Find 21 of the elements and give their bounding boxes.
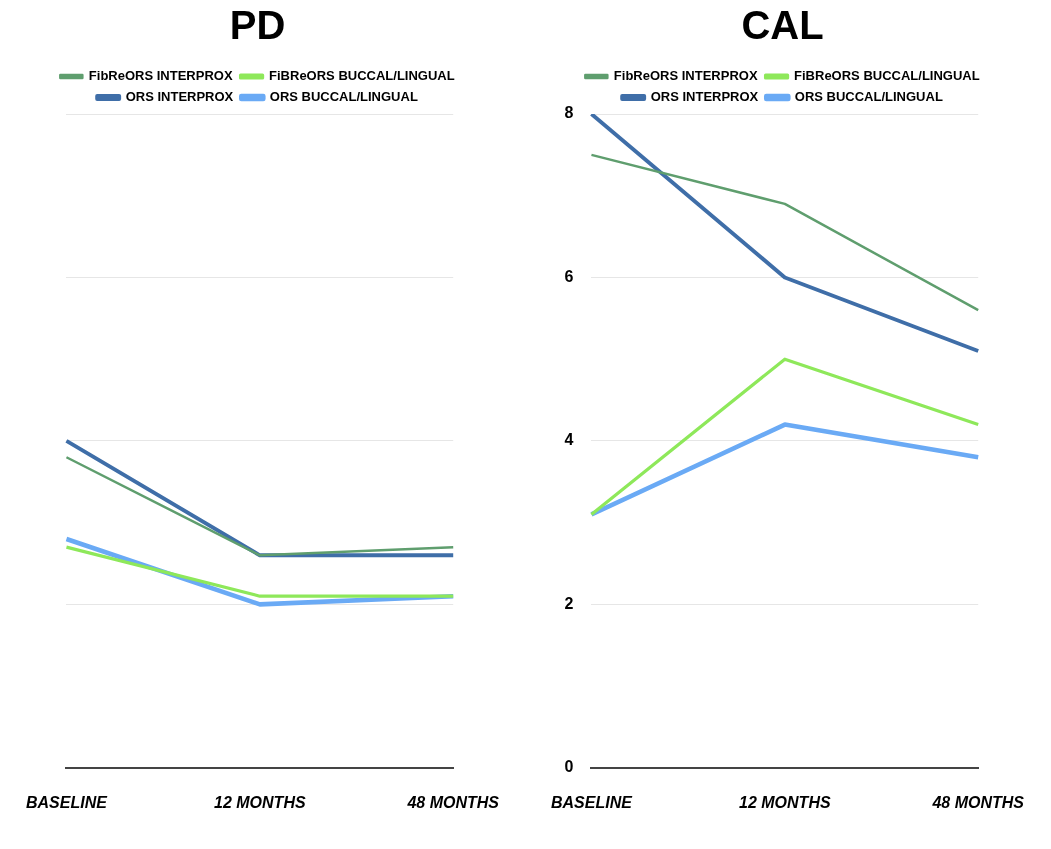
legend-label: FiBReORS BUCCAL/LINGUAL <box>794 68 980 84</box>
x-tick-label: 48 MONTHS <box>406 793 500 811</box>
legend-label: FibReORS INTERPROX <box>88 68 233 84</box>
x-tick-label: BASELINE <box>551 793 634 811</box>
x-tick-label: 48 MONTHS <box>931 793 1025 811</box>
legend-label: FiBReORS BUCCAL/LINGUAL <box>269 68 455 84</box>
legend-label: FibReORS INTERPROX <box>613 68 758 84</box>
y-tick-label: 4 <box>564 431 574 449</box>
y-tick-label: 0 <box>564 758 574 776</box>
x-tick-label: 12 MONTHS <box>214 793 306 811</box>
legend-label: ORS INTERPROX <box>650 89 759 105</box>
y-tick-label: 2 <box>564 594 574 612</box>
chart-title: PD <box>229 3 286 48</box>
y-tick-label: 6 <box>564 267 574 285</box>
legend-label: ORS BUCCAL/LINGUAL <box>794 89 943 105</box>
chart-title: CAL <box>741 3 824 48</box>
y-tick-label: 8 <box>564 104 574 122</box>
x-tick-label: 12 MONTHS <box>739 793 831 811</box>
legend-label: ORS BUCCAL/LINGUAL <box>269 89 418 105</box>
x-tick-label: BASELINE <box>26 793 109 811</box>
legend-label: ORS INTERPROX <box>125 89 234 105</box>
